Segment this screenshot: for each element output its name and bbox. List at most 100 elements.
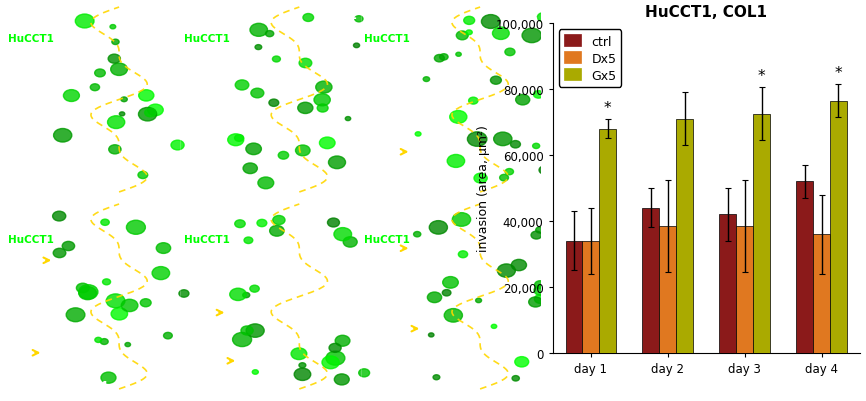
Circle shape xyxy=(505,49,515,57)
Circle shape xyxy=(353,44,359,49)
Circle shape xyxy=(500,175,508,182)
Text: day 1: day 1 xyxy=(501,9,538,22)
Text: day 4: day 4 xyxy=(433,379,469,392)
Circle shape xyxy=(475,298,481,303)
Circle shape xyxy=(328,157,346,169)
Circle shape xyxy=(76,284,89,293)
Circle shape xyxy=(120,113,125,117)
Circle shape xyxy=(244,237,253,244)
Circle shape xyxy=(229,288,246,301)
Circle shape xyxy=(469,98,478,105)
Circle shape xyxy=(111,64,127,76)
Bar xyxy=(813,235,830,353)
Circle shape xyxy=(145,109,156,117)
Circle shape xyxy=(95,338,102,342)
Text: HuCCT1: HuCCT1 xyxy=(365,235,410,245)
Circle shape xyxy=(138,172,148,179)
Circle shape xyxy=(355,17,363,23)
Bar xyxy=(676,119,693,353)
Circle shape xyxy=(235,135,243,142)
Circle shape xyxy=(94,70,106,78)
Text: day 1: day 1 xyxy=(321,9,358,22)
Circle shape xyxy=(510,141,520,149)
Circle shape xyxy=(335,335,350,346)
Circle shape xyxy=(326,351,345,365)
Circle shape xyxy=(108,55,120,64)
Text: HuCCT1: HuCCT1 xyxy=(184,34,229,44)
Circle shape xyxy=(79,285,98,299)
Circle shape xyxy=(463,17,475,25)
Circle shape xyxy=(447,155,465,168)
Circle shape xyxy=(258,178,274,189)
Circle shape xyxy=(228,134,243,146)
Circle shape xyxy=(242,293,249,298)
Text: day 1: day 1 xyxy=(141,9,177,22)
Circle shape xyxy=(481,16,500,29)
Circle shape xyxy=(456,32,469,41)
Circle shape xyxy=(126,221,145,235)
Circle shape xyxy=(100,339,108,344)
Text: ctrl: ctrl xyxy=(5,9,28,22)
Circle shape xyxy=(139,91,154,102)
Circle shape xyxy=(294,368,311,381)
Circle shape xyxy=(505,169,514,175)
Circle shape xyxy=(62,242,74,251)
Circle shape xyxy=(491,324,497,328)
Circle shape xyxy=(430,221,448,235)
Bar xyxy=(200,72,260,160)
Bar xyxy=(720,215,736,353)
Circle shape xyxy=(53,212,66,221)
Bar xyxy=(643,208,659,353)
Circle shape xyxy=(539,166,550,175)
Circle shape xyxy=(536,227,544,233)
Circle shape xyxy=(458,251,468,258)
Text: 200 μm: 200 μm xyxy=(8,387,46,397)
Bar xyxy=(22,273,81,361)
Circle shape xyxy=(250,286,259,292)
Circle shape xyxy=(346,117,351,122)
Circle shape xyxy=(75,15,94,29)
Circle shape xyxy=(334,228,352,241)
Circle shape xyxy=(273,216,285,225)
Circle shape xyxy=(414,232,421,237)
Text: Dx5: Dx5 xyxy=(183,9,208,22)
Text: HuCCT1: HuCCT1 xyxy=(8,235,54,245)
Circle shape xyxy=(278,152,288,160)
Circle shape xyxy=(534,286,548,296)
Circle shape xyxy=(273,57,281,63)
Circle shape xyxy=(534,281,546,289)
Circle shape xyxy=(429,333,434,337)
Circle shape xyxy=(257,220,267,227)
Circle shape xyxy=(66,308,85,322)
Circle shape xyxy=(269,226,284,237)
Circle shape xyxy=(164,332,172,339)
Circle shape xyxy=(494,133,512,146)
Circle shape xyxy=(299,59,312,69)
Circle shape xyxy=(171,141,184,150)
Circle shape xyxy=(246,144,262,155)
Circle shape xyxy=(528,297,542,307)
Circle shape xyxy=(427,292,442,303)
Circle shape xyxy=(147,105,163,116)
Text: *: * xyxy=(758,69,766,84)
Circle shape xyxy=(250,24,268,37)
Circle shape xyxy=(490,77,501,85)
Circle shape xyxy=(101,372,116,383)
Circle shape xyxy=(512,376,520,381)
Circle shape xyxy=(444,309,462,322)
Circle shape xyxy=(327,219,339,227)
Circle shape xyxy=(54,129,72,143)
Circle shape xyxy=(474,174,488,184)
Circle shape xyxy=(443,290,451,296)
Text: *: * xyxy=(604,101,611,115)
Circle shape xyxy=(537,14,550,22)
Circle shape xyxy=(511,260,527,271)
Circle shape xyxy=(343,237,357,247)
Circle shape xyxy=(90,85,100,91)
Circle shape xyxy=(79,287,96,300)
Y-axis label: invasion (area, μm²): invasion (area, μm²) xyxy=(477,125,490,252)
Circle shape xyxy=(298,103,313,114)
Circle shape xyxy=(493,28,509,41)
Circle shape xyxy=(316,82,332,94)
Circle shape xyxy=(152,267,170,280)
